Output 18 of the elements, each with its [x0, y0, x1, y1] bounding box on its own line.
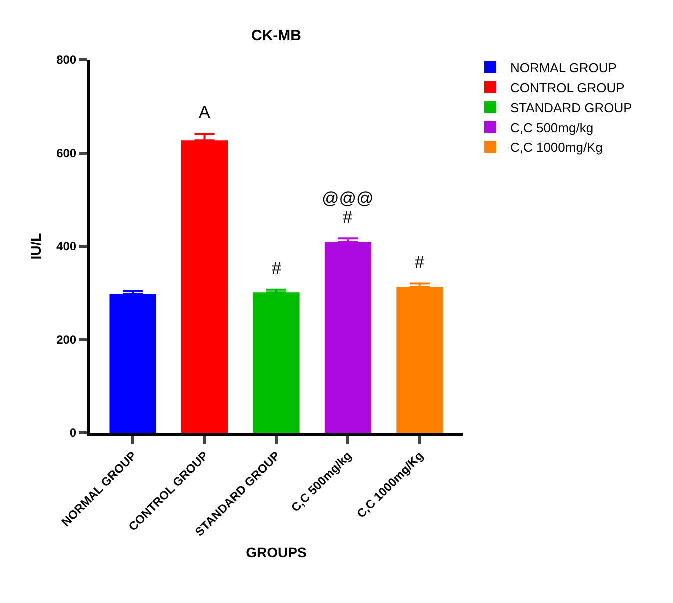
y-tick-label: 600 [56, 146, 77, 160]
y-axis-title: IU/L [28, 232, 44, 260]
legend-label: C,C 1000mg/Kg [510, 140, 603, 156]
annotation: @@@ [322, 189, 374, 208]
annotation: # [343, 208, 353, 227]
legend-label: C,C 500mg/kg [510, 120, 594, 136]
x-axis-title: GROUPS [246, 544, 307, 561]
annotation: # [272, 259, 282, 278]
annotation: A [199, 103, 211, 122]
chart-title: CK-MB [252, 28, 302, 45]
y-tick-label: 0 [70, 426, 77, 440]
annotation: # [415, 253, 425, 272]
legend-label: CONTROL GROUP [510, 80, 625, 96]
legend-label: NORMAL GROUP [510, 60, 617, 76]
y-tick-label: 800 [56, 53, 77, 68]
y-tick-label: 400 [56, 240, 77, 254]
legend-label: STANDARD GROUP [510, 100, 632, 116]
y-tick-label: 200 [56, 332, 77, 347]
